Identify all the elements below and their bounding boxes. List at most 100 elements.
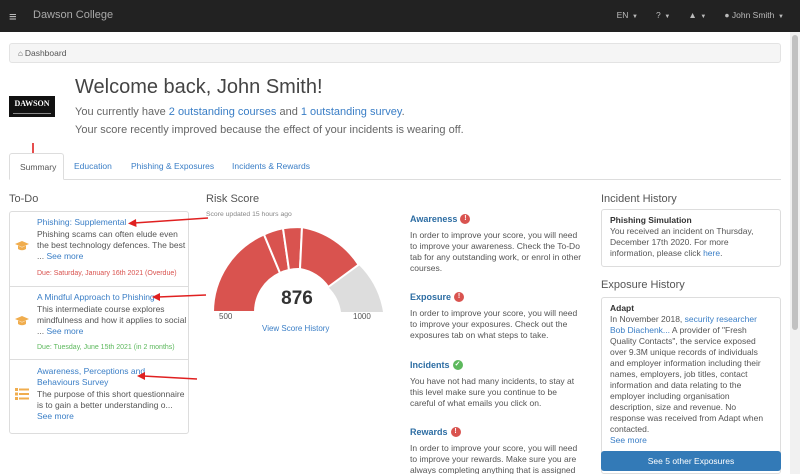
welcome-outstanding-text: You currently have 2 outstanding courses… bbox=[75, 106, 405, 118]
todo-description: Phishing scams can often elude even the … bbox=[37, 229, 187, 262]
incident-title: Phishing Simulation bbox=[610, 215, 692, 225]
help-menu[interactable]: ? ▼ bbox=[656, 10, 670, 20]
todo-due-date: Due: Saturday, January 16th 2021 (Overdu… bbox=[37, 270, 177, 277]
annotation-arrow bbox=[128, 217, 209, 227]
score-updated-text: Score updated 15 hours ago bbox=[206, 211, 292, 218]
tab-summary[interactable]: Summary bbox=[9, 153, 64, 180]
list-item: A Mindful Approach to Phishing This inte… bbox=[10, 287, 188, 360]
incidents-text: You have not had many incidents, to stay… bbox=[410, 376, 575, 408]
graduation-cap-icon bbox=[15, 241, 29, 251]
tab-incidents-rewards[interactable]: Incidents & Rewards bbox=[232, 161, 310, 171]
navbar-right: EN ▼ ? ▼ ▲ ▼ ● John Smith ▼ bbox=[617, 10, 784, 20]
awareness-text: In order to improve your score, you will… bbox=[410, 230, 582, 273]
todo-list: Phishing: Supplemental Phishing scams ca… bbox=[9, 211, 189, 434]
todo-description: This intermediate course explores mindfu… bbox=[37, 304, 187, 337]
exposure-history-heading: Exposure History bbox=[601, 279, 685, 291]
language-label: EN bbox=[616, 10, 629, 20]
notifications-menu[interactable]: ▲ ▼ bbox=[688, 10, 706, 20]
incident-here-link[interactable]: here bbox=[703, 248, 721, 258]
incident-history-heading: Incident History bbox=[601, 193, 677, 205]
warning-icon: ! bbox=[454, 292, 465, 302]
todo-title-phishing-supplemental[interactable]: Phishing: Supplemental bbox=[37, 217, 127, 227]
caret-down-icon: ▼ bbox=[662, 14, 671, 20]
incident-history-panel: Phishing Simulation You received an inci… bbox=[601, 209, 781, 267]
list-item: Phishing: Supplemental Phishing scams ca… bbox=[10, 212, 188, 287]
college-logo: DAWSON bbox=[9, 96, 55, 117]
annotation-arrow bbox=[137, 372, 198, 380]
warning-icon: ! bbox=[450, 427, 461, 437]
todo-desc-text: Phishing scams can often elude even the … bbox=[37, 229, 186, 261]
incident-text-end: . bbox=[720, 248, 723, 258]
logo-text: DAWSON bbox=[14, 99, 50, 108]
todo-heading: To-Do bbox=[9, 193, 39, 205]
user-menu[interactable]: ● John Smith ▼ bbox=[724, 10, 784, 20]
gauge-filled-segment bbox=[298, 226, 360, 289]
rewards-title: Rewards bbox=[410, 427, 448, 437]
incident-description: You received an incident on Thursday, De… bbox=[610, 226, 772, 259]
tab-phishing-exposures[interactable]: Phishing & Exposures bbox=[131, 161, 215, 171]
score-improved-text: Your score recently improved because the… bbox=[75, 124, 464, 136]
awareness-title: Awareness bbox=[410, 214, 458, 224]
dashboard-tabs: Summary Education Phishing & Exposures I… bbox=[9, 153, 781, 180]
risk-score-value: 876 bbox=[281, 288, 313, 309]
user-icon: ● bbox=[724, 10, 732, 20]
incident-text: You received an incident on Thursday, De… bbox=[610, 226, 754, 258]
exposure-title: Adapt bbox=[610, 303, 635, 313]
list-icon bbox=[15, 388, 29, 400]
hamburger-menu-icon[interactable]: ≡ bbox=[9, 9, 17, 24]
exposure-title: Exposure bbox=[410, 292, 452, 302]
see-other-exposures-button[interactable]: See 5 other Exposures bbox=[601, 451, 781, 471]
graduation-cap-icon bbox=[15, 316, 29, 326]
risk-score-gauge bbox=[211, 226, 383, 313]
outstanding-survey-link[interactable]: 1 outstanding survey bbox=[300, 106, 402, 118]
todo-due-date: Due: Tuesday, June 15th 2021 (in 2 month… bbox=[37, 344, 175, 351]
view-score-history-link[interactable]: View Score History bbox=[262, 324, 330, 333]
welcome-text: and bbox=[276, 106, 301, 118]
outstanding-courses-link[interactable]: 2 outstanding courses bbox=[168, 106, 277, 118]
breadcrumb-dashboard[interactable]: Dashboard bbox=[24, 48, 67, 58]
top-navbar: ≡ Dawson College EN ▼ ? ▼ ▲ ▼ ● John Smi… bbox=[0, 0, 800, 32]
home-icon: ⌂ bbox=[18, 49, 23, 58]
todo-desc-text: This intermediate course explores mindfu… bbox=[37, 304, 187, 336]
welcome-text: You currently have bbox=[75, 106, 169, 118]
risk-score-heading: Risk Score bbox=[206, 193, 260, 205]
rewards-text: In order to improve your score, you will… bbox=[410, 443, 578, 474]
page-scrollbar[interactable] bbox=[790, 32, 800, 474]
see-more-link[interactable]: See more bbox=[37, 411, 74, 421]
warning-icon: ! bbox=[460, 214, 471, 224]
exposure-text: In order to improve your score, you will… bbox=[410, 308, 578, 340]
awareness-section: Awareness! In order to improve your scor… bbox=[410, 214, 582, 274]
todo-description: The purpose of this short questionnaire … bbox=[37, 389, 187, 422]
language-selector[interactable]: EN ▼ bbox=[617, 10, 638, 20]
tab-education[interactable]: Education bbox=[74, 161, 112, 171]
user-name: John Smith bbox=[731, 10, 775, 20]
exposure-section: Exposure! In order to improve your score… bbox=[410, 292, 582, 341]
rewards-section: Rewards! In order to improve your score,… bbox=[410, 427, 582, 474]
scrollbar-thumb[interactable] bbox=[792, 35, 798, 330]
exposure-text: In November 2018, bbox=[610, 314, 685, 324]
see-more-link[interactable]: See more bbox=[610, 435, 647, 445]
caret-down-icon: ▼ bbox=[630, 14, 638, 20]
see-more-link[interactable]: See more bbox=[46, 251, 84, 261]
security-researcher-link[interactable]: security researcher Bob Diachenk... bbox=[610, 314, 757, 335]
welcome-title: Welcome back, John Smith! bbox=[75, 76, 323, 98]
see-more-link[interactable]: See more bbox=[46, 326, 84, 336]
caret-down-icon: ▼ bbox=[698, 14, 707, 20]
caret-down-icon: ▼ bbox=[776, 14, 784, 20]
bell-icon: ▲ bbox=[688, 10, 697, 20]
exposure-description: In November 2018, security researcher Bo… bbox=[610, 314, 772, 446]
exposure-text: A provider of "Fresh Quality Contacts", … bbox=[610, 325, 764, 434]
todo-title-mindful-approach[interactable]: A Mindful Approach to Phishing bbox=[37, 292, 155, 302]
gauge-min-label: 500 bbox=[219, 312, 233, 321]
breadcrumb: ⌂ Dashboard bbox=[9, 43, 781, 63]
welcome-text: . bbox=[401, 106, 405, 118]
list-item: Awareness, Perceptions and Behaviours Su… bbox=[10, 360, 188, 433]
incidents-section: Incidents ✓ You have not had many inciden… bbox=[410, 360, 582, 409]
todo-title-awareness-survey[interactable]: Awareness, Perceptions and Behaviours Su… bbox=[37, 366, 146, 387]
brand-name[interactable]: Dawson College bbox=[33, 9, 114, 21]
exposure-history-panel: Adapt In November 2018, security researc… bbox=[601, 297, 781, 474]
check-icon: ✓ bbox=[452, 360, 463, 370]
help-icon: ? bbox=[655, 10, 661, 20]
gauge-empty-segment bbox=[328, 264, 383, 312]
incidents-title: Incidents bbox=[410, 360, 450, 370]
